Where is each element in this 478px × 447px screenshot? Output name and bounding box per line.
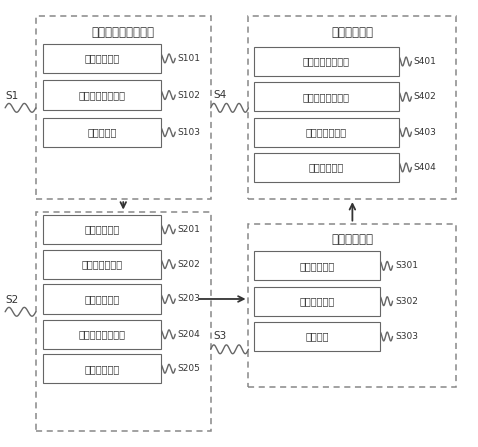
FancyBboxPatch shape <box>43 215 161 244</box>
Text: S303: S303 <box>395 332 418 341</box>
Text: 紧急事件处理: 紧急事件处理 <box>331 26 373 39</box>
Text: 办理线上业务: 办理线上业务 <box>84 294 120 304</box>
Text: 原始语音数据处理: 原始语音数据处理 <box>78 90 126 100</box>
Text: S301: S301 <box>395 261 418 270</box>
Text: S203: S203 <box>178 295 200 304</box>
Text: 人工服务识别: 人工服务识别 <box>299 261 335 271</box>
Text: 关键词分类: 关键词分类 <box>87 127 117 137</box>
FancyBboxPatch shape <box>43 249 161 278</box>
Text: S403: S403 <box>414 128 437 137</box>
Text: S2: S2 <box>5 295 18 305</box>
FancyBboxPatch shape <box>254 251 380 280</box>
Text: S202: S202 <box>178 260 200 269</box>
Text: 建立用户对话: 建立用户对话 <box>84 224 120 234</box>
FancyBboxPatch shape <box>254 82 399 111</box>
Text: 人工服务处理: 人工服务处理 <box>299 296 335 306</box>
Text: S204: S204 <box>178 330 200 339</box>
FancyBboxPatch shape <box>254 322 380 351</box>
Text: 构建业务对话数据库: 构建业务对话数据库 <box>92 26 155 39</box>
Text: 现实数据采集: 现实数据采集 <box>84 53 120 63</box>
FancyBboxPatch shape <box>43 284 161 313</box>
Text: 人工业务辅助: 人工业务辅助 <box>331 233 373 246</box>
Text: 人工批注: 人工批注 <box>305 332 329 342</box>
Text: 向控制中心汇报: 向控制中心汇报 <box>306 127 347 137</box>
Text: S402: S402 <box>414 92 436 101</box>
FancyBboxPatch shape <box>43 44 161 73</box>
Text: S401: S401 <box>414 57 437 66</box>
FancyBboxPatch shape <box>254 287 380 316</box>
Text: 用户实际意图分析: 用户实际意图分析 <box>78 329 126 339</box>
Text: S102: S102 <box>178 91 200 100</box>
Text: S3: S3 <box>213 331 226 342</box>
Text: S1: S1 <box>5 91 18 101</box>
Text: S205: S205 <box>178 364 200 373</box>
FancyBboxPatch shape <box>43 320 161 349</box>
Text: 准确关键词反馈: 准确关键词反馈 <box>81 259 122 269</box>
FancyBboxPatch shape <box>254 47 399 76</box>
FancyBboxPatch shape <box>43 354 161 384</box>
FancyBboxPatch shape <box>254 153 399 182</box>
FancyBboxPatch shape <box>254 118 399 147</box>
Text: 突发事件信息采集: 突发事件信息采集 <box>303 56 350 67</box>
Text: 评价等级划分: 评价等级划分 <box>84 364 120 374</box>
Text: S101: S101 <box>178 54 201 63</box>
Text: S201: S201 <box>178 225 200 234</box>
FancyBboxPatch shape <box>43 80 161 110</box>
Text: S4: S4 <box>213 90 226 100</box>
Text: S103: S103 <box>178 128 201 137</box>
Text: 区域信息发布: 区域信息发布 <box>309 162 344 173</box>
Text: 紧急事件等级评估: 紧急事件等级评估 <box>303 92 350 102</box>
Text: 高速业务处理: 高速业务处理 <box>102 222 144 235</box>
Text: S404: S404 <box>414 163 436 172</box>
Text: S302: S302 <box>395 297 418 306</box>
FancyBboxPatch shape <box>43 118 161 147</box>
